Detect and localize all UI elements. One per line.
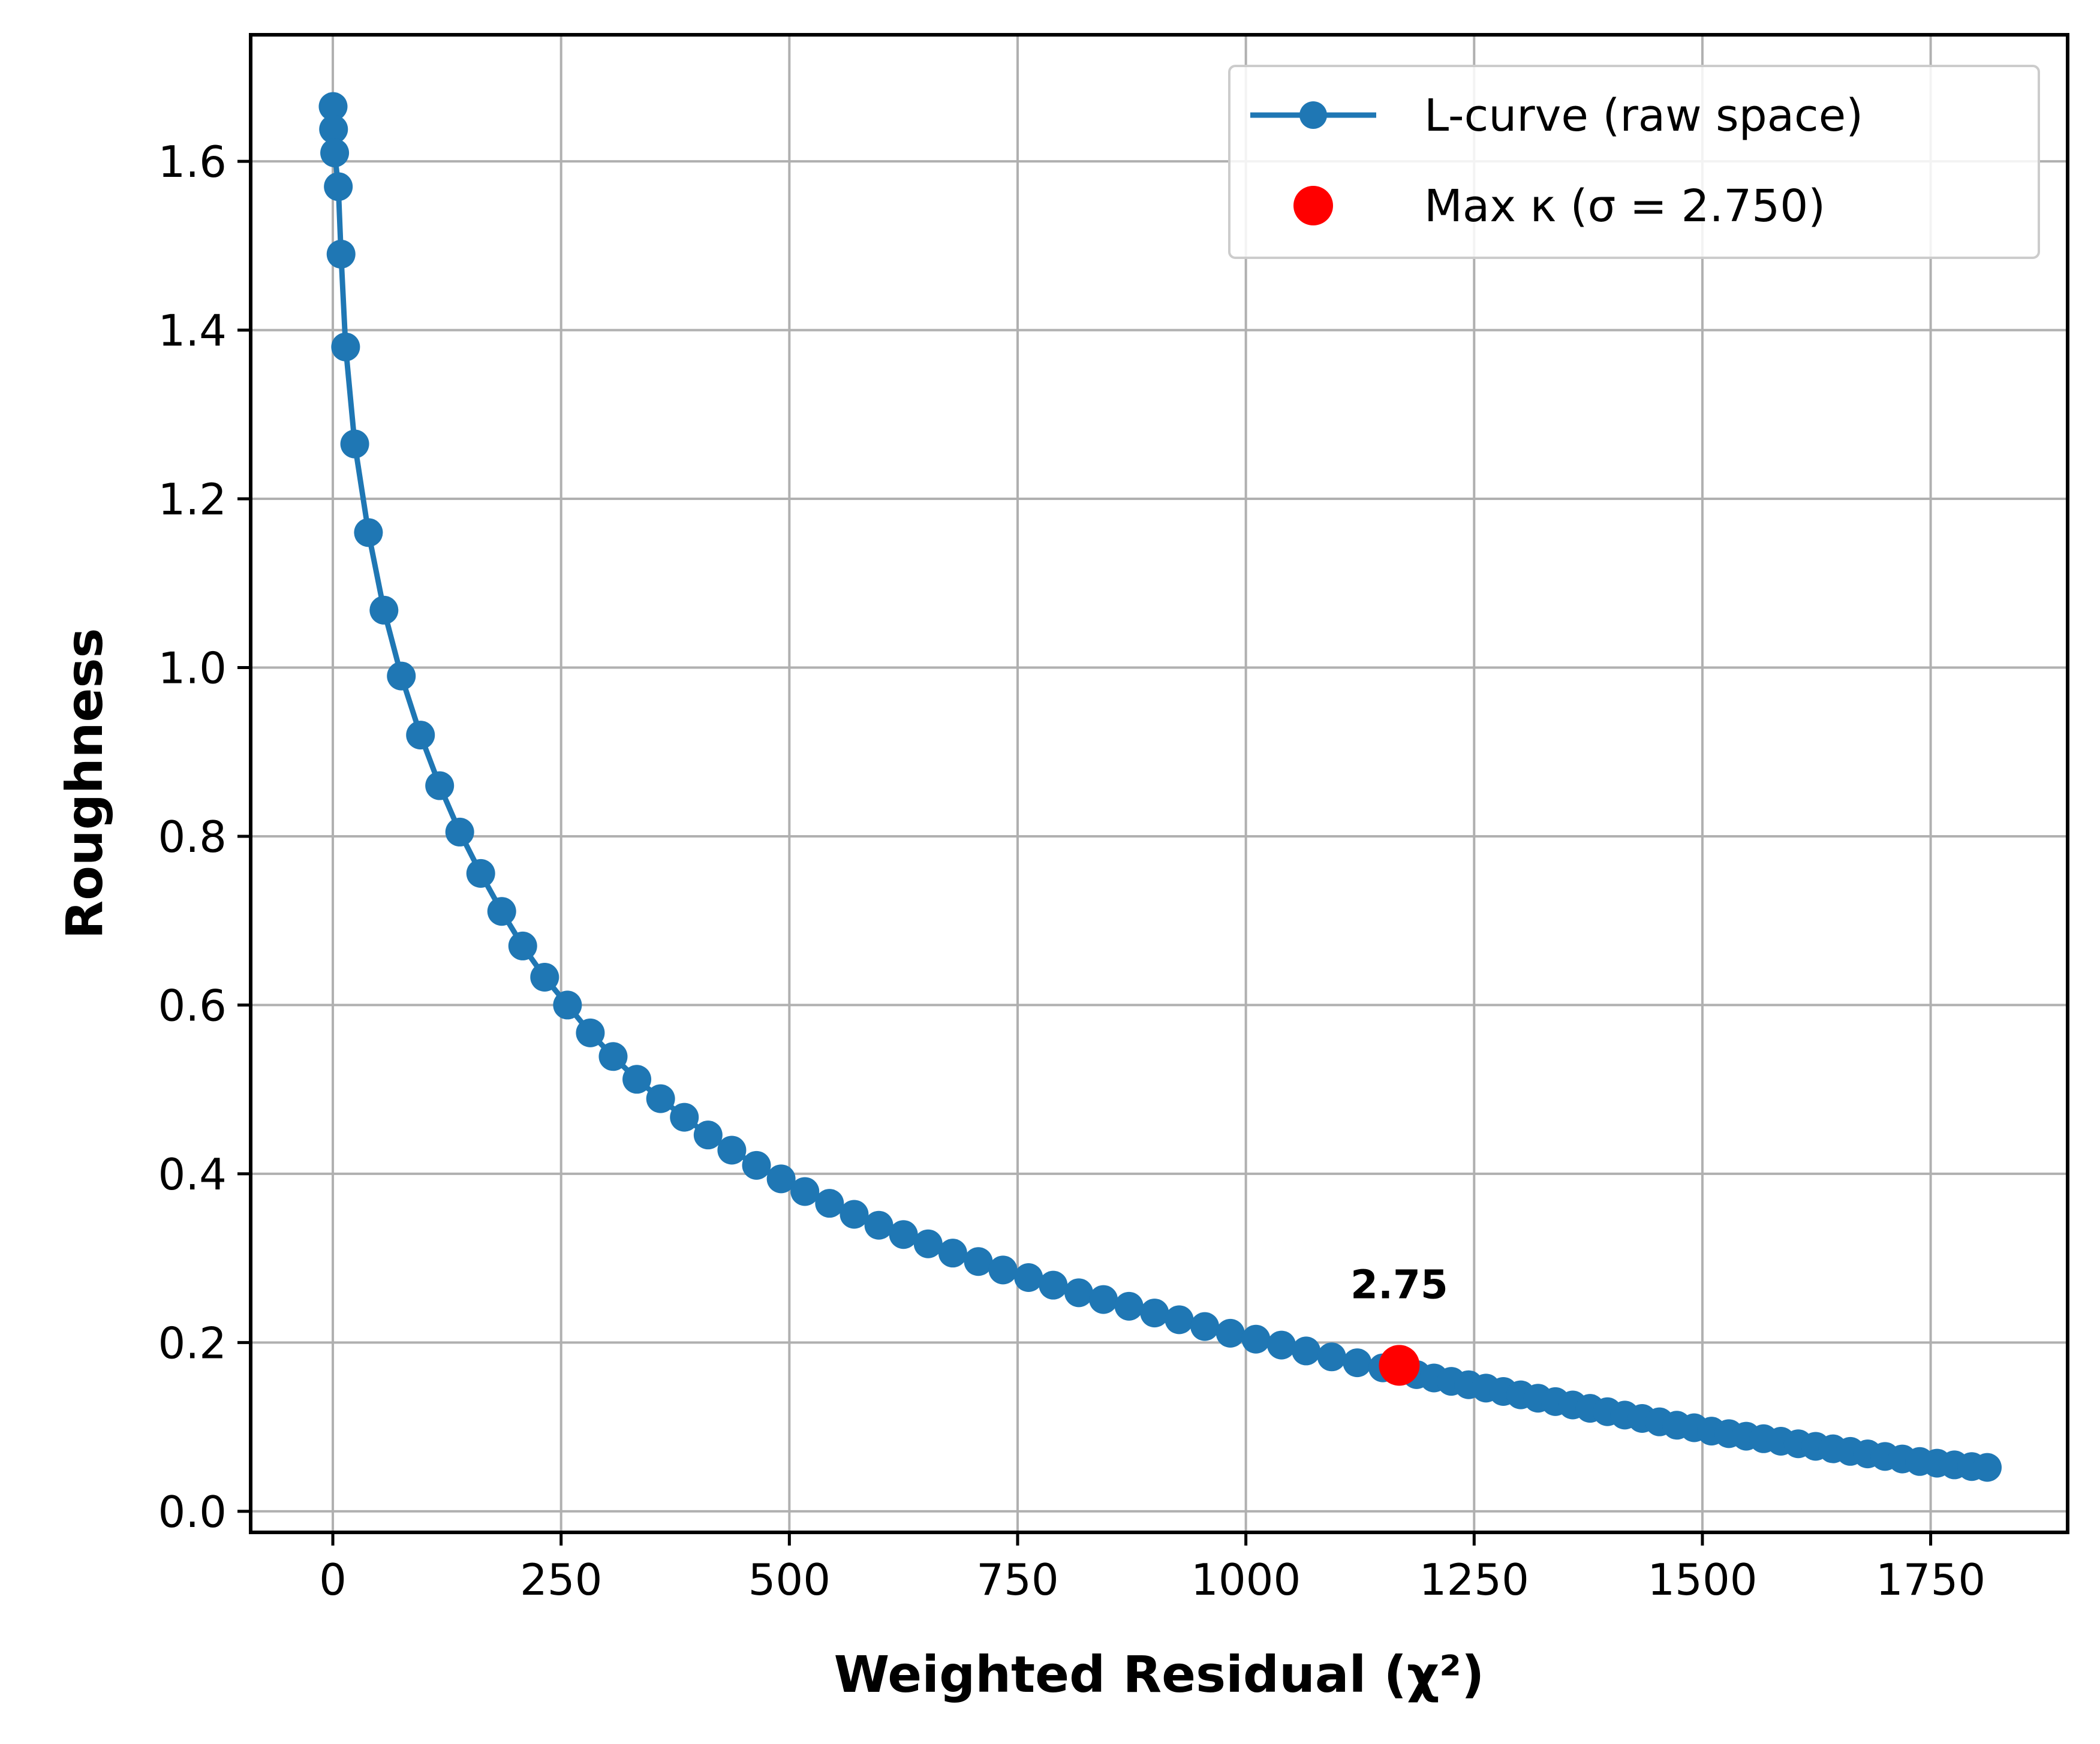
y-tick-label: 0.6 — [158, 980, 227, 1031]
x-axis-label: Weighted Residual (χ²) — [834, 1645, 1485, 1704]
x-tick-label: 0 — [319, 1555, 347, 1605]
l-curve-point — [790, 1177, 820, 1206]
x-tick-label: 1500 — [1647, 1555, 1757, 1605]
l-curve-point — [487, 897, 516, 926]
l-curve-point — [1190, 1312, 1220, 1341]
l-curve-point — [938, 1239, 967, 1268]
x-tick-label: 1750 — [1876, 1555, 1985, 1605]
y-tick-label: 1.2 — [158, 474, 227, 525]
l-curve-point — [1241, 1324, 1271, 1354]
l-curve-series — [318, 92, 2002, 1482]
l-curve-point — [598, 1042, 628, 1071]
l-curve-point — [530, 962, 559, 992]
l-curve-point — [326, 239, 356, 269]
l-curve-point — [318, 92, 348, 121]
l-curve-point — [1014, 1263, 1043, 1292]
l-curve-point — [425, 771, 455, 800]
l-curve-point — [766, 1164, 796, 1194]
l-curve-point — [466, 859, 495, 888]
l-curve-point — [670, 1103, 699, 1132]
l-curve-point — [1343, 1348, 1372, 1378]
l-curve-point — [988, 1255, 1018, 1285]
y-axis-ticks: 0.0 0.2 0.4 0.6 0.8 1.0 1.2 1.4 1.6 — [158, 137, 251, 1537]
l-curve-point — [1165, 1305, 1194, 1335]
l-curve-point — [445, 817, 474, 847]
l-curve-point — [369, 595, 399, 625]
l-curve-point — [1973, 1453, 2002, 1482]
l-curve-point — [1089, 1285, 1118, 1314]
l-curve-point — [1216, 1318, 1245, 1348]
legend-label-max-kappa: Max κ (σ = 2.750) — [1424, 180, 1825, 232]
l-curve-point — [324, 172, 353, 201]
l-curve-point — [889, 1220, 918, 1249]
legend: L-curve (raw space) Max κ (σ = 2.750) — [1228, 65, 2040, 259]
l-curve-point — [1064, 1278, 1094, 1308]
y-tick-label: 0.0 — [158, 1487, 227, 1537]
l-curve-point — [354, 518, 383, 547]
y-tick-label: 0.8 — [158, 812, 227, 862]
l-curve-point — [622, 1065, 652, 1094]
l-curve-point — [1292, 1336, 1321, 1366]
x-tick-label: 1250 — [1419, 1555, 1529, 1605]
l-curve-point — [1267, 1330, 1296, 1360]
l-curve-point — [576, 1018, 605, 1047]
l-curve-point — [508, 931, 537, 960]
l-curve-point — [913, 1229, 943, 1258]
legend-max-dot — [1293, 186, 1333, 225]
l-curve-point — [646, 1084, 675, 1113]
l-curve-point — [964, 1247, 993, 1276]
max-kappa-series — [1379, 1345, 1420, 1386]
l-curve-point — [320, 138, 350, 168]
y-tick-label: 0.4 — [158, 1149, 227, 1200]
l-curve-point — [553, 990, 582, 1020]
x-tick-label: 500 — [748, 1555, 831, 1605]
l-curve-point — [815, 1189, 844, 1218]
legend-line-dot — [1299, 101, 1327, 129]
y-tick-label: 1.0 — [158, 643, 227, 693]
l-curve-point — [331, 332, 360, 362]
y-axis-label: Roughness — [55, 628, 114, 939]
y-tick-label: 1.4 — [158, 306, 227, 356]
l-curve-point — [864, 1210, 893, 1240]
l-curve-point — [1039, 1270, 1068, 1300]
x-tick-label: 250 — [520, 1555, 602, 1605]
l-curve-point — [840, 1200, 869, 1229]
x-tick-label: 750 — [976, 1555, 1058, 1605]
x-tick-label: 1000 — [1191, 1555, 1301, 1605]
l-curve-point — [742, 1150, 771, 1180]
l-curve-point — [693, 1121, 723, 1150]
x-axis-ticks: 0 250 500 750 1000 1250 1500 1750 — [319, 1532, 1985, 1605]
l-curve-point — [717, 1135, 747, 1165]
legend-box — [1228, 65, 2040, 259]
annotations: 2.75 — [1350, 1261, 1448, 1308]
y-tick-label: 1.6 — [158, 137, 227, 187]
l-curve-point — [340, 429, 369, 459]
l-curve-point — [1114, 1291, 1144, 1321]
l-curve-point — [1140, 1299, 1169, 1328]
legend-label-l-curve: L-curve (raw space) — [1424, 90, 1863, 141]
max-kappa-point — [1379, 1345, 1420, 1386]
l-curve-point — [319, 115, 348, 144]
l-curve-point — [406, 721, 435, 750]
y-tick-label: 0.2 — [158, 1318, 227, 1368]
max-kappa-annotation: 2.75 — [1350, 1261, 1448, 1308]
l-curve-point — [387, 661, 416, 691]
l-curve-point — [1317, 1342, 1346, 1372]
plot-area-frame — [249, 33, 2069, 1534]
